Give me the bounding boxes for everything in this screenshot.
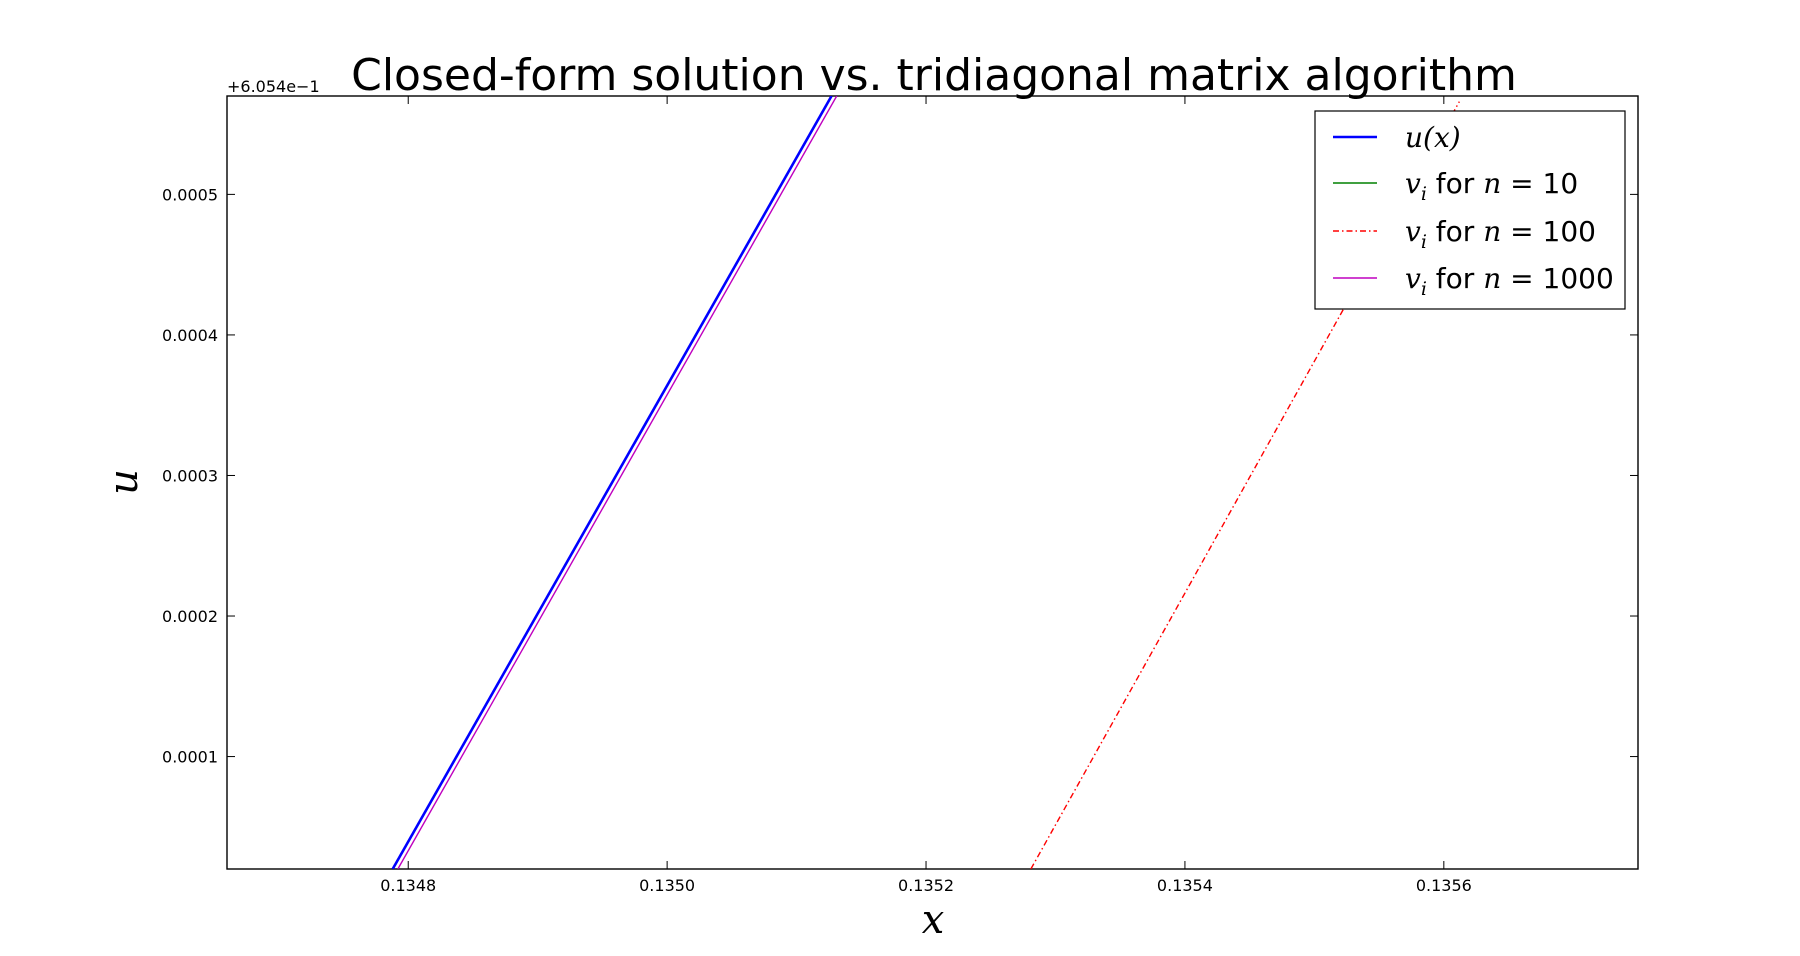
legend-label-n10: vi for n = 10 [1405, 167, 1578, 205]
legend-math: v [1405, 262, 1421, 295]
x-tick-label: 0.1348 [380, 876, 436, 895]
x-tick-label: 0.1350 [639, 876, 695, 895]
y-tick-label: 0.0004 [162, 326, 218, 345]
series-layer [391, 96, 1460, 869]
legend-label-n1000: vi for n = 1000 [1405, 262, 1614, 300]
y-tick-label: 0.0002 [162, 607, 218, 626]
legend-n-value: = 10 [1501, 167, 1578, 200]
legend-text-part: for [1427, 262, 1483, 295]
legend-label-u_x: u(x) [1405, 121, 1461, 154]
legend-frame [1314, 110, 1626, 310]
y-axis-label: u [101, 469, 147, 495]
x-tick-label: 0.1354 [1157, 876, 1213, 895]
x-ticks: 0.1348 0.1350 0.1352 0.1354 0.1356 [380, 96, 1472, 895]
plot-frame [226, 95, 1639, 870]
legend-text-part: for [1427, 215, 1483, 248]
legend-n-symbol: n [1483, 262, 1501, 295]
legend-math: v [1405, 167, 1421, 200]
y-axis-offset-label: +6.054e−1 [227, 77, 320, 96]
y-tick-label: 0.0003 [162, 466, 218, 485]
series-line-u_x [391, 96, 833, 869]
legend-math-subscript: i [1421, 278, 1427, 300]
legend-text-part: for [1427, 167, 1483, 200]
legend-n-symbol: n [1483, 215, 1501, 248]
legend-n-value: = 100 [1501, 215, 1596, 248]
legend-n-value: = 1000 [1501, 262, 1614, 295]
series-line-n1000 [397, 96, 838, 869]
x-axis-label: x [922, 897, 945, 943]
x-tick-label: 0.1352 [898, 876, 954, 895]
legend-n-symbol: n [1483, 167, 1501, 200]
y-tick-label: 0.0005 [162, 185, 218, 204]
chart-title: Closed-form solution vs. tridiagonal mat… [351, 50, 1517, 101]
y-tick-label: 0.0001 [162, 748, 218, 767]
y-ticks: 0.0001 0.0002 0.0003 0.0004 0.0005 [162, 185, 1638, 767]
legend-math: v [1405, 215, 1421, 248]
x-tick-label: 0.1356 [1416, 876, 1472, 895]
legend-math-subscript: i [1421, 231, 1427, 253]
legend-math-subscript: i [1421, 183, 1427, 205]
legend-label-n100: vi for n = 100 [1405, 215, 1596, 253]
legend-math: u(x) [1405, 121, 1461, 154]
